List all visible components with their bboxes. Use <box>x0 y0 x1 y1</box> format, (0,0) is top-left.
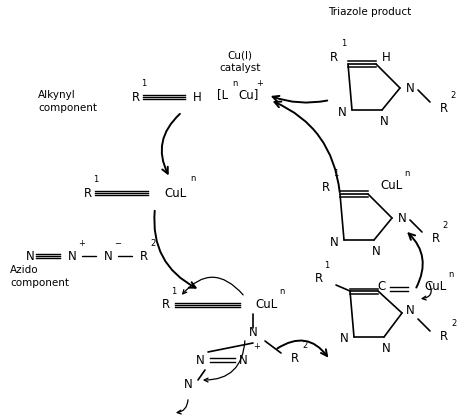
Text: 1: 1 <box>141 79 146 88</box>
FancyArrowPatch shape <box>155 211 196 288</box>
Text: Cu]: Cu] <box>238 88 258 101</box>
Text: 1: 1 <box>93 175 98 184</box>
Text: −: − <box>114 239 121 248</box>
FancyArrowPatch shape <box>204 341 245 382</box>
Text: R: R <box>440 101 448 115</box>
Text: catalyst: catalyst <box>219 63 261 73</box>
Text: N: N <box>249 327 257 339</box>
Text: 1: 1 <box>171 287 176 296</box>
Text: 2: 2 <box>450 91 455 100</box>
Text: N: N <box>26 249 35 262</box>
FancyArrowPatch shape <box>183 277 243 295</box>
Text: 2: 2 <box>451 319 456 328</box>
Text: 2: 2 <box>302 341 307 350</box>
Text: CuL: CuL <box>380 178 402 191</box>
Text: N: N <box>104 249 113 262</box>
Text: N: N <box>398 211 406 224</box>
Text: CuL: CuL <box>424 281 446 294</box>
Text: N: N <box>196 354 204 367</box>
Text: n: n <box>232 79 237 88</box>
Text: N: N <box>406 81 414 95</box>
Text: R: R <box>162 299 170 311</box>
FancyArrowPatch shape <box>277 341 327 356</box>
Text: C: C <box>378 281 386 294</box>
Text: 1: 1 <box>333 169 338 178</box>
Text: Cu(I): Cu(I) <box>228 50 253 60</box>
Text: component: component <box>38 103 97 113</box>
Text: N: N <box>372 244 380 258</box>
FancyArrowPatch shape <box>422 284 431 300</box>
Text: 1: 1 <box>341 39 346 48</box>
Text: n: n <box>190 174 195 183</box>
FancyArrowPatch shape <box>177 400 188 414</box>
Text: +: + <box>78 239 85 248</box>
Text: N: N <box>183 379 192 392</box>
Text: R: R <box>291 352 299 365</box>
Text: n: n <box>448 270 453 279</box>
FancyArrowPatch shape <box>274 102 340 192</box>
FancyArrowPatch shape <box>409 234 423 288</box>
Text: N: N <box>238 354 247 367</box>
Text: +: + <box>253 342 260 351</box>
Text: n: n <box>279 287 284 296</box>
Text: N: N <box>382 342 391 356</box>
Text: CuL: CuL <box>164 186 186 199</box>
Text: 2: 2 <box>150 239 155 248</box>
Text: N: N <box>340 332 348 346</box>
Text: CuL: CuL <box>255 299 277 311</box>
Text: [L: [L <box>217 88 228 101</box>
Text: 1: 1 <box>324 261 329 270</box>
Text: N: N <box>380 115 388 128</box>
Text: N: N <box>337 106 346 118</box>
Text: n: n <box>404 169 410 178</box>
Text: component: component <box>10 278 69 288</box>
Text: R: R <box>432 231 440 244</box>
Text: R: R <box>440 331 448 344</box>
Text: H: H <box>193 90 202 103</box>
Text: N: N <box>68 249 77 262</box>
Text: H: H <box>382 50 391 63</box>
Text: +: + <box>256 79 263 88</box>
Text: N: N <box>406 304 414 317</box>
Text: Alkynyl: Alkynyl <box>38 90 76 100</box>
Text: R: R <box>132 90 140 103</box>
Text: 2: 2 <box>442 221 447 230</box>
Text: R: R <box>330 50 338 63</box>
Text: N: N <box>329 236 338 249</box>
FancyArrowPatch shape <box>273 96 327 103</box>
Text: R: R <box>322 181 330 193</box>
Text: R: R <box>315 272 323 286</box>
FancyArrowPatch shape <box>162 114 180 173</box>
Text: R: R <box>84 186 92 199</box>
Text: R: R <box>140 249 148 262</box>
Text: Azido: Azido <box>10 265 38 275</box>
Text: Triazole product: Triazole product <box>328 7 411 17</box>
